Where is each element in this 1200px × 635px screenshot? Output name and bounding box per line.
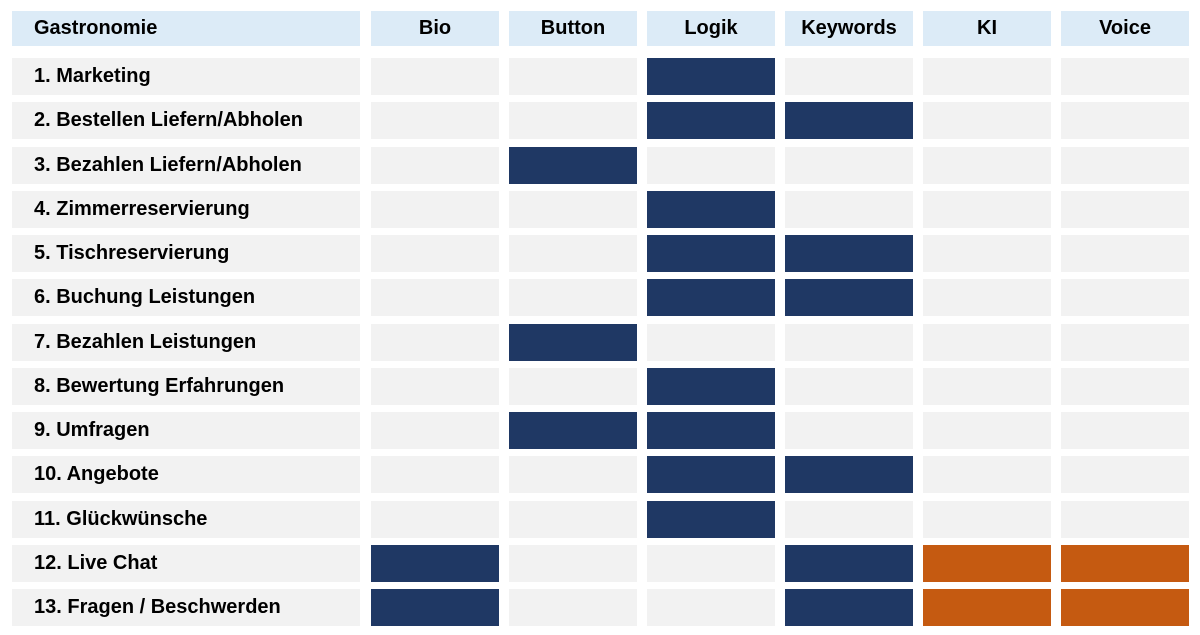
- cell-keywords-blue: [785, 102, 913, 139]
- cell-button-empty: [509, 102, 637, 139]
- row-label: 10. Angebote: [12, 456, 360, 493]
- cell-voice-orange: [1061, 545, 1189, 582]
- cell-logik-blue: [647, 456, 775, 493]
- cell-ki-empty: [923, 58, 1051, 95]
- cell-keywords-blue: [785, 279, 913, 316]
- row-label: 9. Umfragen: [12, 412, 360, 449]
- row-label: 13. Fragen / Beschwerden: [12, 589, 360, 626]
- cell-logik-blue: [647, 235, 775, 272]
- cell-button-empty: [509, 58, 637, 95]
- row-label: 8. Bewertung Erfahrungen: [12, 368, 360, 405]
- row-label: 6. Buchung Leistungen: [12, 279, 360, 316]
- cell-keywords-blue: [785, 589, 913, 626]
- row-label: 4. Zimmerreservierung: [12, 191, 360, 228]
- row-label: 5. Tischreservierung: [12, 235, 360, 272]
- cell-bio-empty: [371, 324, 499, 361]
- cell-ki-empty: [923, 147, 1051, 184]
- cell-voice-empty: [1061, 456, 1189, 493]
- cell-keywords-empty: [785, 324, 913, 361]
- cell-button-blue: [509, 412, 637, 449]
- row-label: 1. Marketing: [12, 58, 360, 95]
- cell-voice-empty: [1061, 191, 1189, 228]
- cell-button-empty: [509, 589, 637, 626]
- cell-ki-empty: [923, 501, 1051, 538]
- cell-voice-empty: [1061, 412, 1189, 449]
- cell-bio-empty: [371, 191, 499, 228]
- cell-button-empty: [509, 368, 637, 405]
- cell-button-blue: [509, 147, 637, 184]
- cell-button-empty: [509, 279, 637, 316]
- cell-ki-empty: [923, 324, 1051, 361]
- cell-voice-orange: [1061, 589, 1189, 626]
- cell-logik-blue: [647, 102, 775, 139]
- cell-voice-empty: [1061, 102, 1189, 139]
- column-header-logik: Logik: [647, 11, 775, 46]
- cell-logik-blue: [647, 279, 775, 316]
- cell-button-empty: [509, 501, 637, 538]
- cell-logik-blue: [647, 501, 775, 538]
- cell-logik-blue: [647, 58, 775, 95]
- cell-keywords-empty: [785, 58, 913, 95]
- cell-button-blue: [509, 324, 637, 361]
- cell-logik-empty: [647, 589, 775, 626]
- cell-bio-blue: [371, 589, 499, 626]
- cell-ki-empty: [923, 191, 1051, 228]
- cell-bio-empty: [371, 235, 499, 272]
- column-header-bio: Bio: [371, 11, 499, 46]
- cell-ki-empty: [923, 368, 1051, 405]
- column-header-voice: Voice: [1061, 11, 1189, 46]
- cell-bio-empty: [371, 58, 499, 95]
- cell-voice-empty: [1061, 324, 1189, 361]
- cell-logik-blue: [647, 368, 775, 405]
- cell-bio-empty: [371, 368, 499, 405]
- row-label: 12. Live Chat: [12, 545, 360, 582]
- cell-bio-blue: [371, 545, 499, 582]
- cell-ki-empty: [923, 235, 1051, 272]
- cell-ki-orange: [923, 545, 1051, 582]
- cell-keywords-empty: [785, 368, 913, 405]
- cell-button-empty: [509, 456, 637, 493]
- cell-keywords-empty: [785, 501, 913, 538]
- cell-logik-blue: [647, 191, 775, 228]
- cell-ki-empty: [923, 279, 1051, 316]
- cell-keywords-blue: [785, 456, 913, 493]
- cell-ki-orange: [923, 589, 1051, 626]
- cell-ki-empty: [923, 456, 1051, 493]
- header-title: Gastronomie: [12, 11, 360, 46]
- row-label: 11. Glückwünsche: [12, 501, 360, 538]
- column-header-ki: KI: [923, 11, 1051, 46]
- cell-keywords-empty: [785, 191, 913, 228]
- row-label: 7. Bezahlen Leistungen: [12, 324, 360, 361]
- cell-button-empty: [509, 545, 637, 582]
- cell-logik-empty: [647, 324, 775, 361]
- cell-ki-empty: [923, 412, 1051, 449]
- cell-button-empty: [509, 191, 637, 228]
- cell-ki-empty: [923, 102, 1051, 139]
- cell-keywords-empty: [785, 147, 913, 184]
- row-label: 3. Bezahlen Liefern/Abholen: [12, 147, 360, 184]
- cell-logik-empty: [647, 147, 775, 184]
- cell-voice-empty: [1061, 501, 1189, 538]
- cell-logik-empty: [647, 545, 775, 582]
- row-label: 2. Bestellen Liefern/Abholen: [12, 102, 360, 139]
- cell-keywords-empty: [785, 412, 913, 449]
- cell-bio-empty: [371, 412, 499, 449]
- column-header-keywords: Keywords: [785, 11, 913, 46]
- column-header-button: Button: [509, 11, 637, 46]
- cell-bio-empty: [371, 102, 499, 139]
- cell-button-empty: [509, 235, 637, 272]
- cell-voice-empty: [1061, 58, 1189, 95]
- cell-logik-blue: [647, 412, 775, 449]
- cell-voice-empty: [1061, 147, 1189, 184]
- cell-bio-empty: [371, 279, 499, 316]
- cell-keywords-blue: [785, 235, 913, 272]
- cell-bio-empty: [371, 501, 499, 538]
- cell-bio-empty: [371, 456, 499, 493]
- cell-voice-empty: [1061, 368, 1189, 405]
- cell-voice-empty: [1061, 279, 1189, 316]
- cell-keywords-blue: [785, 545, 913, 582]
- cell-bio-empty: [371, 147, 499, 184]
- cell-voice-empty: [1061, 235, 1189, 272]
